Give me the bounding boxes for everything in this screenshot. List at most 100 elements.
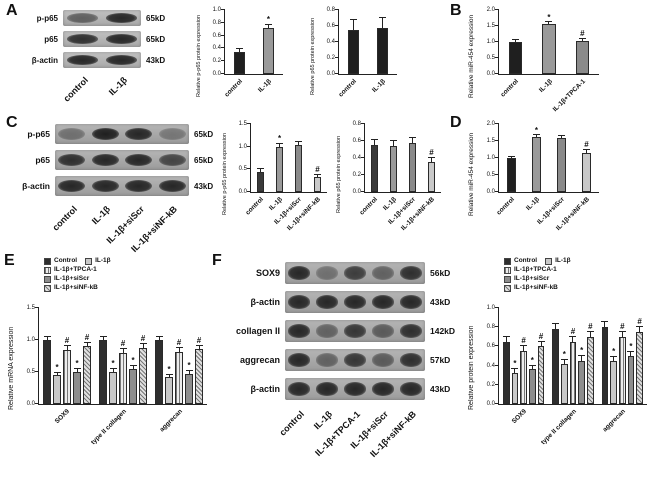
error-bar-line — [621, 332, 623, 337]
protein-band — [287, 324, 311, 338]
bar-unit — [552, 308, 560, 404]
bar — [509, 42, 523, 74]
lane-labels: control IL-1β IL-1β+TPCA-1 IL-1β+siScr IL-1β… — [228, 407, 468, 485]
protein-band — [343, 266, 367, 280]
error-bar-line — [178, 348, 180, 352]
category-slot: * # * # — [598, 308, 647, 404]
protein-band — [371, 382, 395, 396]
bar-unit: # — [574, 10, 590, 74]
panel-label-f: F — [212, 252, 222, 269]
y-axis-label: Relative p-p65 protein expression — [222, 133, 228, 215]
panel-label-c: C — [6, 114, 18, 131]
protein-band — [287, 382, 311, 396]
bar — [109, 372, 117, 404]
bars-area: * # * # * # * # * # * # — [499, 308, 647, 404]
category-slot — [368, 10, 397, 74]
blot-lane — [313, 349, 341, 371]
significance-marker: * — [580, 346, 584, 356]
chart-mir454-panel-d: Relative miR-454 expression 0.0 0.5 1.0 1.5… — [468, 118, 599, 232]
bar-unit: * — [73, 308, 82, 404]
x-tick-label: IL-1β — [537, 78, 554, 94]
protein-band — [287, 266, 311, 280]
significance-marker: # — [315, 165, 320, 175]
y-tick-label: 0.0 — [486, 401, 495, 407]
y-tick-label: 1.0 — [486, 39, 495, 45]
significance-marker: # — [584, 139, 589, 149]
error-bar-line — [381, 18, 383, 29]
legend-swatch — [504, 285, 511, 292]
legend-label: IL-1β+siNF-kB — [514, 284, 558, 292]
significance-marker: * — [167, 364, 171, 374]
bar — [511, 373, 519, 404]
bars-area — [339, 10, 397, 74]
molecular-weight-label: 65kD — [146, 34, 166, 44]
error-bar-line — [563, 359, 565, 364]
protein-label: β-actin — [250, 297, 281, 307]
category-slot: # — [308, 124, 327, 192]
legend-swatch — [504, 258, 511, 265]
blot-lane — [341, 262, 369, 284]
significance-marker: # — [140, 333, 146, 343]
y-tick — [221, 73, 225, 74]
error-bar-line — [352, 20, 354, 30]
chart-p-p65-panel-a: Relative p-p65 protein expression 0.0 0.2… — [196, 4, 283, 108]
y-tick-label: 0.2 — [326, 55, 335, 61]
error-bar — [636, 326, 644, 332]
error-bar — [378, 17, 386, 29]
bar-unit: * — [109, 308, 118, 404]
y-tick-label: 0.4 — [352, 155, 361, 161]
y-tick-label: 1.5 — [486, 138, 495, 144]
chart-protein-panel-f: Relative protein expression 0.0 0.2 0.4 0.6… — [468, 258, 647, 478]
y-tick-label: 1.0 — [238, 143, 247, 150]
y-tick — [247, 191, 251, 192]
y-tick — [221, 21, 225, 23]
blot-strip — [285, 291, 425, 313]
error-bar — [63, 344, 71, 350]
error-bar-line — [585, 149, 587, 153]
protein-band — [287, 295, 311, 309]
legend-label: IL-1β — [95, 257, 111, 265]
chart-body: 0.0 0.2 0.4 0.6 0.8 control IL-1β — [320, 4, 397, 108]
protein-band — [343, 324, 367, 338]
bar — [581, 152, 592, 192]
blot-lane — [63, 10, 102, 26]
molecular-weight-label: 56kD — [430, 268, 451, 278]
protein-label: SOX9 — [255, 268, 280, 278]
x-tick-label: control — [223, 78, 244, 99]
significance-marker: * — [111, 358, 115, 368]
error-bar-line — [168, 374, 170, 378]
x-tick-label: IL-1β — [267, 196, 284, 212]
bars-area: * # — [499, 10, 599, 74]
blot-lane — [341, 291, 369, 313]
legend-label: IL-1β+siNF-kB — [54, 284, 98, 292]
protein-label: p-p65 — [36, 13, 58, 23]
error-bar-line — [298, 142, 299, 146]
blot-lane — [285, 262, 313, 284]
bar-unit: * — [578, 308, 586, 404]
bar — [139, 347, 147, 404]
blot-strip — [285, 262, 425, 284]
y-tick-label: 0.8 — [212, 19, 221, 26]
y-tick-label: 0.6 — [326, 23, 335, 29]
protein-band — [125, 127, 153, 141]
error-bar — [601, 321, 609, 328]
bar — [376, 28, 389, 74]
protein-band — [105, 13, 138, 23]
category-slot: # — [574, 124, 599, 192]
blot-lane — [156, 124, 190, 144]
bar — [185, 373, 193, 404]
blot-lane — [102, 31, 141, 47]
blot-lane — [156, 176, 190, 196]
bar-unit: * — [531, 124, 542, 192]
panel-label-b: B — [450, 2, 462, 19]
bar — [119, 352, 127, 404]
chart-p65-panel-c: Relative p65 protein expression 0.0 0.2 0.… — [336, 118, 441, 232]
bar — [561, 363, 568, 404]
error-bar-line — [188, 370, 190, 374]
blot-lane — [285, 320, 313, 342]
protein-band — [343, 382, 367, 396]
bar — [636, 332, 643, 404]
y-axis-label: Relative protein expression — [468, 325, 475, 411]
protein-band — [315, 266, 339, 280]
y-tick-label: 0.0 — [352, 189, 361, 195]
